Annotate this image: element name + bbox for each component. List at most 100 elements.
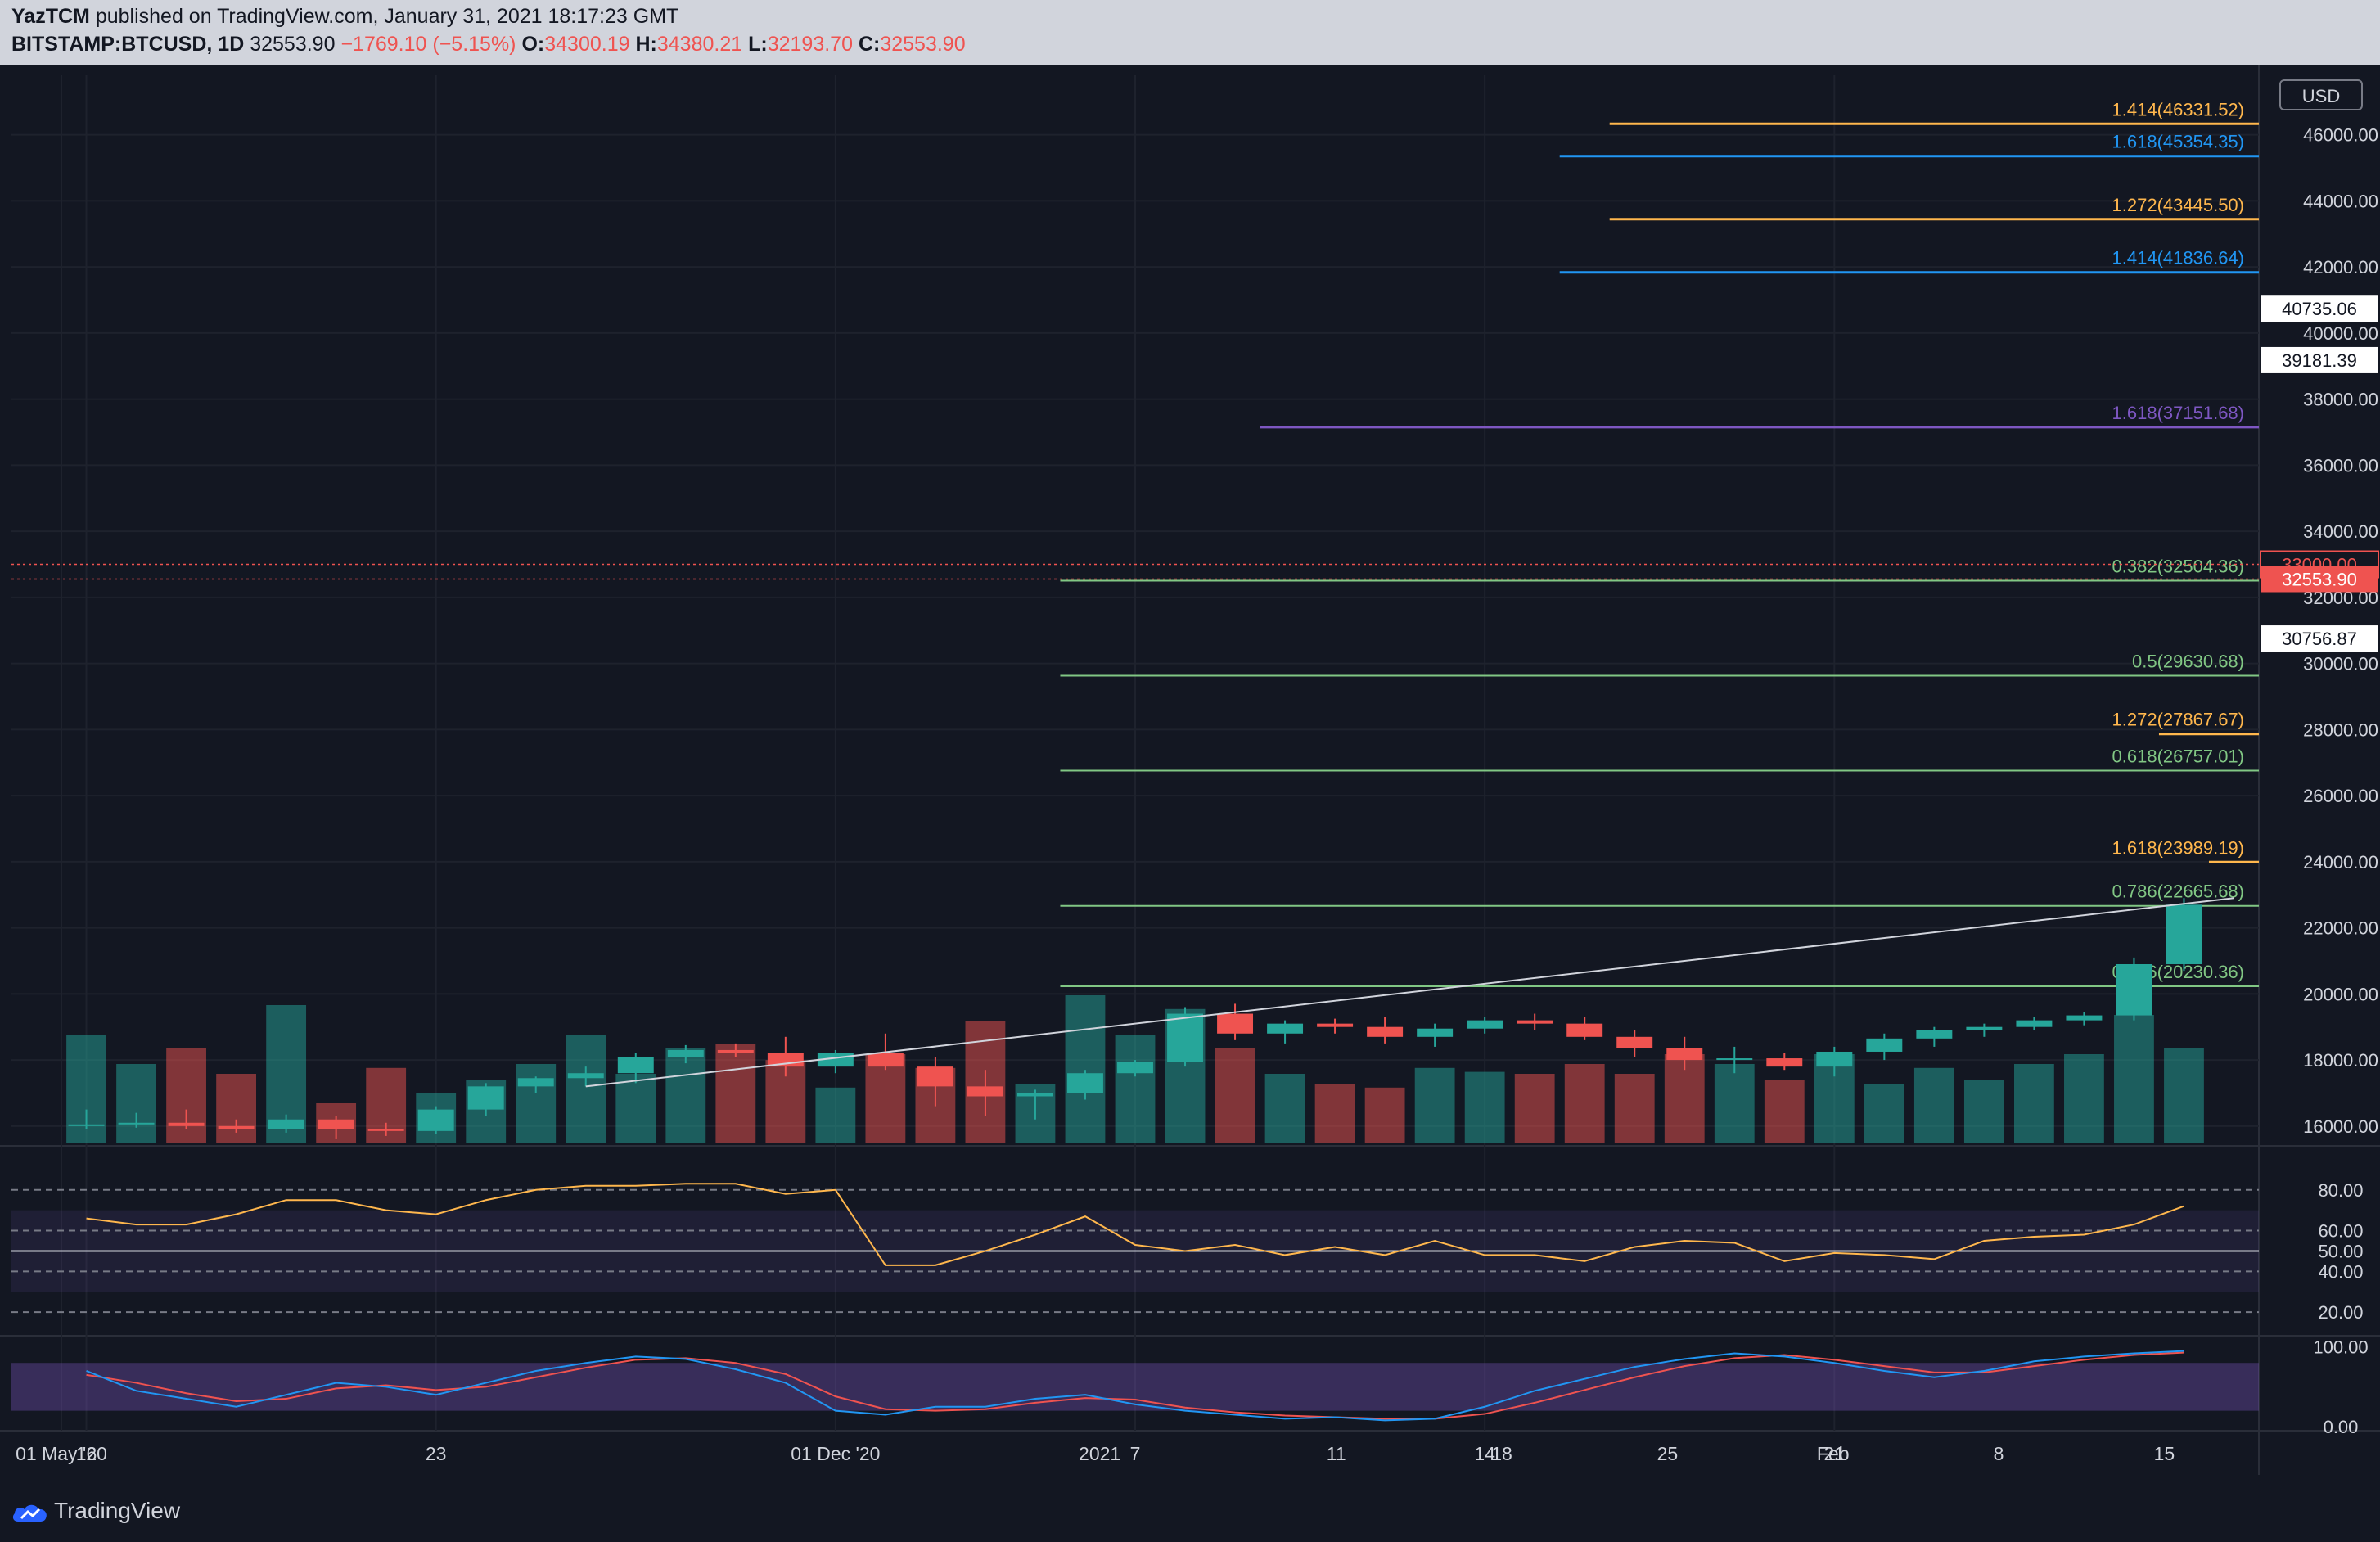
candle[interactable]	[1267, 1020, 1304, 1044]
volume-bar	[715, 1044, 756, 1143]
candle-body	[2116, 963, 2152, 1016]
candle-body	[1517, 1020, 1553, 1024]
candle[interactable]	[1566, 1017, 1603, 1040]
volume-bar	[2164, 1048, 2204, 1143]
candle[interactable]	[318, 1116, 354, 1139]
candle[interactable]	[1866, 1033, 1903, 1061]
chart-background	[0, 65, 2380, 1542]
close-label: C:	[858, 33, 881, 56]
candle[interactable]	[1716, 1046, 1753, 1074]
candle[interactable]	[1517, 1013, 1553, 1030]
candle-body	[1566, 1023, 1603, 1037]
tradingview-logo[interactable]: TradingView	[11, 1498, 180, 1525]
candle[interactable]	[68, 1109, 105, 1129]
candle[interactable]	[218, 1119, 255, 1133]
candle-body	[1916, 1030, 1953, 1039]
candle-body	[1267, 1023, 1304, 1034]
rsi-line[interactable]	[86, 1183, 2184, 1266]
candle-body	[1167, 1013, 1203, 1062]
candle[interactable]	[168, 1109, 205, 1129]
candle[interactable]	[2116, 957, 2152, 1021]
candle-body	[168, 1122, 205, 1126]
time-tick-label: 2021	[1079, 1443, 1120, 1464]
candle-body	[867, 1053, 904, 1067]
rsi-tick-label: 50.00	[2318, 1241, 2363, 1261]
candle[interactable]	[1167, 1007, 1203, 1067]
candle[interactable]	[2166, 898, 2202, 972]
candle-body	[68, 1124, 105, 1126]
volume-bar	[2013, 1064, 2054, 1143]
stoch-k-line[interactable]	[86, 1350, 2184, 1422]
volume-bar	[1264, 1074, 1305, 1143]
candle[interactable]	[1016, 1089, 1053, 1120]
candle[interactable]	[617, 1053, 654, 1084]
candle[interactable]	[367, 1122, 404, 1136]
candle[interactable]	[1966, 1023, 2003, 1037]
volume-bar	[1364, 1087, 1405, 1143]
candle[interactable]	[1317, 1018, 1354, 1034]
candle[interactable]	[2066, 1012, 2103, 1026]
volume-bar	[516, 1064, 557, 1143]
tradingview-cloud-icon	[11, 1500, 49, 1525]
candle[interactable]	[967, 1070, 1003, 1116]
candle[interactable]	[268, 1114, 304, 1133]
price-marker-label: 39181.39	[2282, 350, 2357, 371]
candle[interactable]	[917, 1057, 953, 1107]
candle[interactable]	[517, 1076, 554, 1093]
candle[interactable]	[1666, 1036, 1703, 1071]
candle-body	[1117, 1062, 1153, 1074]
candle[interactable]	[1117, 1060, 1153, 1077]
candle[interactable]	[1467, 1017, 1503, 1034]
support-trend-line[interactable]	[585, 897, 2234, 1088]
publisher-name[interactable]: YazTCM	[11, 5, 90, 28]
tradingview-logo-text: TradingView	[54, 1498, 181, 1523]
candle[interactable]	[1067, 1070, 1103, 1100]
candle-body	[1766, 1058, 1803, 1067]
volume-bar	[1764, 1080, 1805, 1143]
price-marker[interactable]	[2261, 625, 2378, 652]
candle-body	[417, 1109, 454, 1131]
candle[interactable]	[567, 1066, 604, 1087]
price-tick-label: 30000.00	[2303, 654, 2378, 674]
symbol-line: BITSTAMP:BTCUSD, 1D 32553.90 −1769.10 (−…	[11, 33, 966, 56]
time-tick-label: 15	[2154, 1443, 2175, 1464]
header-band	[0, 0, 2380, 65]
fib-level-label: 1.618(23989.19)	[2112, 837, 2244, 858]
candle[interactable]	[1217, 1003, 1254, 1040]
candle-body	[1666, 1048, 1703, 1061]
candle[interactable]	[667, 1044, 704, 1064]
stoch-d-line[interactable]	[86, 1351, 2184, 1420]
volume-bar	[2064, 1054, 2104, 1143]
candle[interactable]	[1816, 1046, 1853, 1077]
candle[interactable]	[1367, 1017, 1404, 1044]
candle[interactable]	[717, 1043, 754, 1057]
rsi-tick-label: 60.00	[2318, 1221, 2363, 1242]
currency-button[interactable]	[2279, 79, 2363, 110]
volume-bar	[1115, 1035, 1156, 1143]
time-tick-label: 16	[76, 1443, 97, 1464]
candle[interactable]	[467, 1083, 504, 1116]
candle[interactable]	[417, 1106, 454, 1134]
candle[interactable]	[1916, 1026, 1953, 1047]
fib-level-label: 1.414(41836.64)	[2112, 248, 2244, 268]
candle-body	[467, 1086, 504, 1110]
price-tick-label: 22000.00	[2303, 918, 2378, 939]
low-label: L:	[748, 33, 768, 56]
price-marker[interactable]	[2261, 566, 2378, 593]
price-marker[interactable]	[2261, 295, 2378, 322]
price-marker[interactable]	[2261, 346, 2378, 373]
candle-body	[517, 1078, 554, 1087]
candle[interactable]	[1417, 1023, 1454, 1047]
candle[interactable]	[1766, 1053, 1803, 1071]
price-tick-label: 26000.00	[2303, 786, 2378, 806]
open-label: O:	[521, 33, 545, 56]
candle[interactable]	[118, 1112, 155, 1128]
candle-body	[218, 1125, 255, 1129]
candle[interactable]	[1616, 1030, 1653, 1057]
price-tick-label: 40000.00	[2303, 323, 2378, 344]
price-marker-label: 30756.87	[2282, 629, 2357, 649]
symbol-name[interactable]: BITSTAMP:BTCUSD, 1D	[11, 33, 245, 56]
candle[interactable]	[2016, 1017, 2053, 1030]
price-tick-label: 16000.00	[2303, 1116, 2378, 1137]
